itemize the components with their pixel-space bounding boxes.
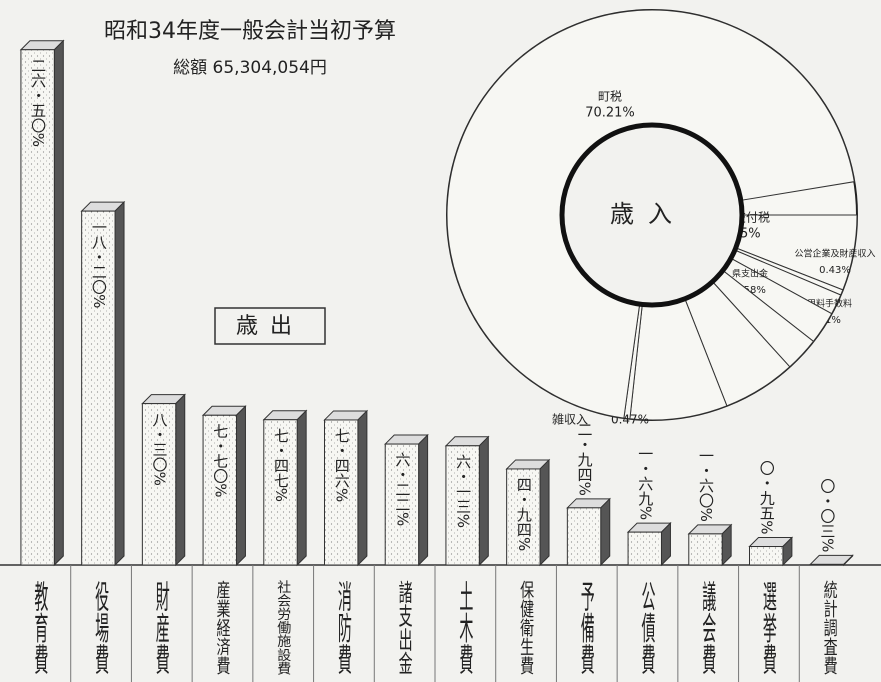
value-label: 二・九四% (576, 422, 594, 496)
revenue-label: 歳入 (610, 200, 686, 228)
bar-side (478, 435, 489, 567)
x-tick-label: 議会費 (700, 578, 716, 675)
x-tick-label: 役場費 (93, 580, 109, 676)
bar-side (418, 433, 429, 567)
value-label: 一八・二〇% (90, 219, 108, 308)
value-label: 一・六九% (636, 446, 654, 520)
bar (688, 533, 723, 566)
x-tick-label: 教育費 (32, 580, 48, 676)
bar (627, 531, 662, 566)
slice-value: 2.58% (734, 285, 766, 296)
bar-side (296, 409, 307, 567)
x-tick-label: 消防費 (336, 580, 352, 676)
x-tick-label: 社会労働施設費 (275, 580, 291, 675)
bar (20, 49, 55, 566)
slice-value: 0.43% (819, 265, 851, 276)
value-label: 七・七〇% (211, 423, 229, 497)
value-label: 六・二二% (393, 452, 411, 526)
bar-side (114, 200, 125, 567)
bar (202, 414, 237, 566)
bar (445, 445, 480, 566)
value-label: 七・四七% (272, 428, 290, 502)
label-box (214, 307, 326, 345)
bar (141, 403, 177, 566)
x-tick-label: 保健衛生費 (518, 580, 534, 675)
slice-label: 県支出金 (732, 268, 768, 280)
bar-side (357, 409, 368, 567)
bar (749, 546, 784, 566)
value-label: 八・三〇% (151, 412, 169, 486)
slice-label: 雑収入 (552, 412, 588, 427)
bar-side (53, 39, 64, 567)
x-tick-label: 産業経済費 (215, 580, 231, 675)
bar-top (809, 554, 854, 565)
bar (566, 507, 602, 566)
x-tick-label: 公債費 (640, 580, 656, 676)
pie-hole (559, 122, 745, 308)
bar-side (600, 497, 611, 567)
bar-side (539, 458, 550, 567)
value-label: 〇・九五% (758, 460, 776, 534)
chart-title: 昭和34年度一般会計当初予算 (104, 19, 396, 44)
bar-side (175, 393, 186, 567)
x-tick-label: 予備費 (579, 580, 595, 676)
slice-value: 70.21% (585, 106, 635, 121)
bar (506, 468, 541, 566)
bar-side (235, 405, 246, 567)
chart-subtitle: 総額 65,304,054円 (173, 58, 327, 78)
x-tick-label: 諸支出金 (397, 580, 413, 675)
bar (81, 210, 116, 566)
value-label: 四・九四% (515, 477, 533, 551)
bar (263, 419, 298, 566)
bar (324, 419, 359, 566)
slice-label: 公営企業及財産収入 (794, 248, 875, 260)
value-label: 七・四六% (333, 428, 351, 502)
x-tick-label: 選挙費 (761, 580, 777, 676)
expense-label: 歳出 (236, 314, 304, 339)
x-tick-label: 財産費 (154, 580, 170, 676)
value-label: 〇・〇三% (818, 478, 836, 552)
x-tick-label: 土木費 (457, 580, 473, 676)
value-label: 六・一三% (454, 454, 472, 528)
slice-label: 町税 (598, 90, 622, 104)
x-tick-label: 統計調査費 (822, 580, 838, 675)
bar (384, 443, 420, 566)
bar (809, 563, 845, 566)
value-label: 二六・五〇% (29, 58, 47, 147)
value-label: 一・六〇% (697, 448, 715, 522)
